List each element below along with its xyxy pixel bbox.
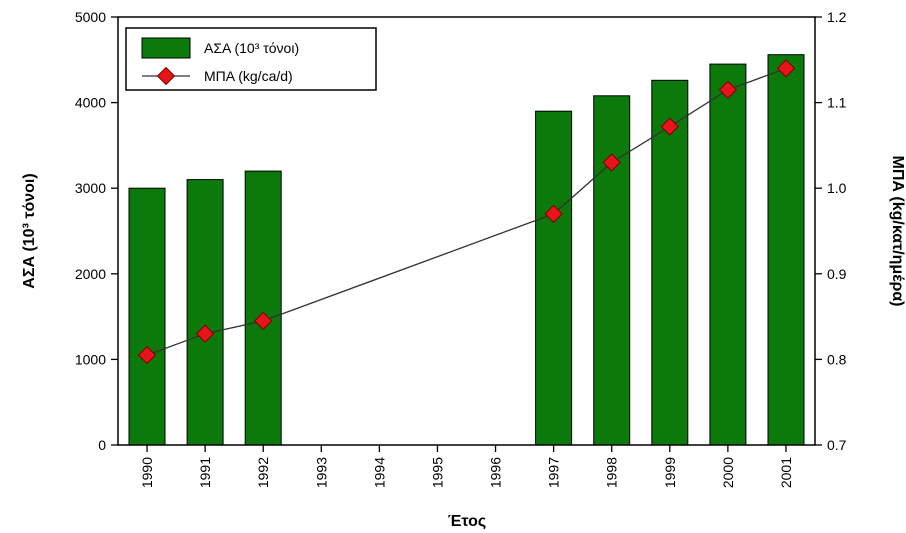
plot-frame bbox=[117, 16, 816, 446]
line-group bbox=[137, 59, 796, 365]
legend-line-marker bbox=[156, 66, 176, 86]
marker-1998 bbox=[602, 153, 621, 172]
x-tick-label-2001: 2001 bbox=[778, 457, 794, 488]
right-tick-label: 1.0 bbox=[827, 180, 847, 196]
x-tick-label-1999: 1999 bbox=[662, 457, 678, 488]
x-tick-label-2000: 2000 bbox=[720, 457, 736, 488]
right-tick-label: 1.2 bbox=[827, 9, 847, 25]
legend: ΑΣΑ (10³ τόνοι) ΜΠΑ (kg/ca/d) bbox=[125, 27, 377, 91]
bar-1991 bbox=[186, 179, 224, 446]
x-tick-label-1990: 1990 bbox=[139, 457, 155, 488]
left-axis-title: ΑΣΑ (10³ τόνοι) bbox=[21, 173, 38, 288]
right-tick-label: 0.8 bbox=[827, 351, 847, 367]
x-tick-label-1997: 1997 bbox=[546, 457, 562, 488]
left-tick-label: 3000 bbox=[75, 180, 106, 196]
x-axis-title: Έτος bbox=[448, 513, 486, 530]
marker-1999 bbox=[660, 117, 679, 136]
x-tick-labels: 1990 1991 1992 1993 1994 1995 1996 1997 1998 1999… bbox=[139, 457, 794, 488]
x-tick-label-1994: 1994 bbox=[371, 457, 387, 488]
bar-1997 bbox=[535, 110, 573, 446]
marker-2001 bbox=[776, 59, 796, 78]
right-tick-labels: 0.7 0.8 0.9 1.0 1.1 1.2 bbox=[827, 9, 847, 453]
bar-1998 bbox=[593, 95, 631, 446]
bar-group bbox=[128, 54, 805, 446]
x-tick-label-1992: 1992 bbox=[255, 457, 271, 488]
bar-1999 bbox=[651, 79, 689, 446]
x-tick-label-1995: 1995 bbox=[430, 457, 446, 488]
bar-1992 bbox=[244, 170, 282, 446]
right-axis-title: ΜΠΑ (kg/κατ/ημέρα) bbox=[889, 156, 906, 307]
axes bbox=[111, 16, 822, 452]
x-tick-label-1993: 1993 bbox=[313, 457, 329, 488]
marker-1992 bbox=[254, 311, 273, 331]
left-tick-label: 4000 bbox=[75, 95, 106, 111]
right-tick-label: 1.1 bbox=[827, 95, 847, 111]
left-tick-label: 5000 bbox=[75, 9, 106, 25]
legend-bar-swatch bbox=[141, 37, 191, 59]
marker-1990 bbox=[137, 345, 157, 365]
marker-1997 bbox=[544, 204, 563, 224]
left-tick-label: 0 bbox=[98, 437, 106, 453]
x-tick-label-1991: 1991 bbox=[197, 457, 213, 488]
right-tick-label: 0.9 bbox=[827, 266, 847, 282]
bar-2001 bbox=[767, 54, 805, 446]
bar-2000 bbox=[709, 63, 747, 446]
right-tick-label: 0.7 bbox=[827, 437, 847, 453]
marker-1991 bbox=[195, 324, 215, 343]
left-tick-labels: 0 1000 2000 3000 4000 5000 bbox=[75, 9, 106, 453]
legend-line-label: ΜΠΑ (kg/ca/d) bbox=[204, 68, 293, 84]
left-tick-label: 2000 bbox=[75, 266, 106, 282]
marker-2000 bbox=[718, 80, 738, 99]
x-tick-label-1996: 1996 bbox=[488, 457, 504, 488]
bar-1990 bbox=[128, 187, 166, 446]
x-tick-label-1998: 1998 bbox=[604, 457, 620, 488]
series-line bbox=[146, 67, 787, 356]
left-tick-label: 1000 bbox=[75, 351, 106, 367]
legend-bar-label: ΑΣΑ (10³ τόνοι) bbox=[204, 40, 299, 56]
